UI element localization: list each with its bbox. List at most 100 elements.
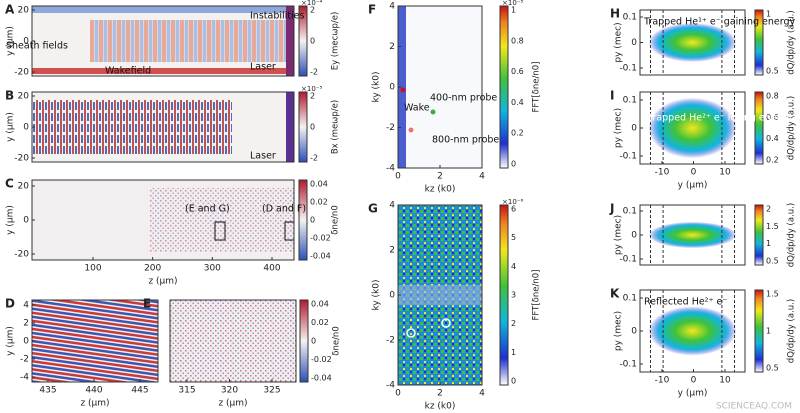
colorbar-tick-label: -2 <box>310 68 318 77</box>
plot-frame <box>169 299 297 383</box>
y-tick-label: -4 <box>20 373 29 383</box>
y-tick-label: 20 <box>18 6 30 16</box>
x-tick-label: 325 <box>263 386 280 396</box>
colorbar-tick-label: 2 <box>766 205 771 214</box>
panel-label: J <box>609 202 614 216</box>
marker <box>406 328 416 338</box>
image <box>32 300 158 382</box>
panel: Dy (μm) z (μm) 4 2 0 -2 -4 435 440 445 <box>5 297 159 409</box>
y-tick-label: -2 <box>386 336 395 346</box>
image <box>286 6 294 76</box>
colorbar-tick-label: 0.8 <box>511 36 524 45</box>
panel: Hpy (mec)0.1 0 -0.1 1 0.5 dQ/dp/dy (a.u.)Trap… <box>610 7 797 76</box>
colorbar <box>299 299 309 383</box>
image <box>648 306 737 356</box>
colorbar-label: dQ/dp/dy (a.u.) <box>787 10 797 74</box>
x-tick-label: 315 <box>178 386 195 396</box>
image <box>90 20 290 62</box>
colorbar-tick-label: 0 <box>311 337 316 346</box>
y-tick-label: 0 <box>23 216 29 226</box>
colorbar-label: dQ/dp/dy (a.u.) <box>787 96 797 160</box>
image <box>648 23 737 62</box>
colorbar-tick-label: 0.4 <box>511 98 524 107</box>
x-tick-label: 0 <box>395 172 401 182</box>
marker <box>430 109 436 115</box>
x-tick-label: 2 <box>437 389 443 399</box>
colorbar-tick-label: 0.04 <box>311 300 329 309</box>
x-tick-label: 320 <box>221 386 238 396</box>
x-tick-label: 0 <box>395 389 401 399</box>
annotation: Trapped He¹⁺ e⁻ gaining energy <box>643 17 796 28</box>
y-tick-label: 0.1 <box>623 13 637 23</box>
colorbar-tick-label: -0.04 <box>311 374 332 383</box>
y-tick-label: 0 <box>631 327 637 337</box>
colorbar-tick-label: 0 <box>310 216 315 225</box>
y-tick-label: 0 <box>389 83 395 93</box>
annotation: Sheath fields <box>6 41 68 52</box>
y-axis-label: y (μm) <box>6 205 16 235</box>
image <box>648 221 737 249</box>
y-tick-label: -4 <box>386 381 395 391</box>
x-tick-label: 445 <box>131 386 148 396</box>
colorbar-label: δne/n0 <box>332 326 342 355</box>
colorbar-tick-label: 1 <box>766 10 771 19</box>
y-tick-label: 20 <box>18 92 30 102</box>
y-tick-label: -20 <box>14 250 29 260</box>
marker <box>407 126 415 134</box>
y-tick-label: -2 <box>386 123 395 133</box>
colorbar-exponent: ×10⁻⁵ <box>301 85 322 93</box>
colorbar-label: FFT[δne/n0] <box>532 270 542 321</box>
colorbar-exponent: ×10⁻⁵ <box>502 0 523 7</box>
panel-label: C <box>5 177 14 191</box>
panel-label: K <box>610 287 620 301</box>
panel: Kpy (mec) y (μm) 0.1 0 -0.1 -10 0 10 1.5 1 0.5 dQ/d… <box>610 287 797 399</box>
colorbar-tick-label: 0.6 <box>511 67 524 76</box>
colorbar-tick-label: -0.02 <box>311 355 332 364</box>
x-axis-label: kz (k0) <box>425 185 456 195</box>
x-tick-label: 10 <box>719 168 731 178</box>
colorbar-tick-label: 2 <box>310 92 315 101</box>
y-axis-label: py (mec) <box>614 22 624 62</box>
y-tick-label: 2 <box>23 319 29 329</box>
image <box>32 100 232 154</box>
y-axis-label: ky (k0) <box>372 279 382 310</box>
panel-label: I <box>610 89 614 103</box>
x-axis-label: y (μm) <box>678 389 708 399</box>
colorbar-label: dQ/dp/dy (a.u.) <box>787 299 797 363</box>
y-tick-label: 0.1 <box>623 294 637 304</box>
marker <box>400 87 406 93</box>
image <box>286 92 294 162</box>
y-tick-label: -0.1 <box>619 255 637 265</box>
annotation: Wake <box>404 103 430 114</box>
panel: Ez (μm) 315 320 325 0.04 0.02 0 -0.02 -0.04 δne/n… <box>143 297 342 409</box>
y-tick-label: -0.1 <box>619 64 637 74</box>
panel: Ipy (mec) y (μm) 0.1 0 -0.1 -10 0 10 0.8 0.6 0.4 0.… <box>610 89 797 191</box>
x-axis-label: y (μm) <box>678 181 708 191</box>
x-tick-label: 10 <box>719 376 731 386</box>
credit: SCIENCEAQ.COM <box>716 402 792 412</box>
x-tick-label: 435 <box>39 386 56 396</box>
colorbar-label: dQ/dp/dy (a.u.) <box>787 203 797 267</box>
x-tick-label: 300 <box>204 264 221 274</box>
colorbar-tick-label: 1 <box>511 348 516 357</box>
y-axis-label: py (mec) <box>614 311 624 351</box>
image <box>398 6 482 168</box>
colorbar <box>499 204 509 386</box>
y-tick-label: 0 <box>23 37 29 47</box>
x-axis-label: z (μm) <box>148 277 177 287</box>
x-tick-label: 0 <box>691 168 697 178</box>
annotation: (E and G) <box>185 204 230 215</box>
colorbar-tick-label: 1 <box>766 327 771 336</box>
x-tick-label: 4 <box>479 172 485 182</box>
y-tick-label: 0.1 <box>623 207 637 217</box>
colorbar-tick-label: 0.02 <box>310 198 328 207</box>
annotation: Laser <box>250 62 276 73</box>
y-tick-label: 2 <box>389 42 395 52</box>
colorbar-tick-label: 2 <box>310 6 315 15</box>
panel: Gky (k0)kz (k0)420-2-40 2 46543210×10⁻⁶FFT… <box>368 198 542 412</box>
panel-label: B <box>5 89 14 103</box>
image <box>32 68 294 74</box>
y-tick-label: -0.1 <box>619 360 637 370</box>
